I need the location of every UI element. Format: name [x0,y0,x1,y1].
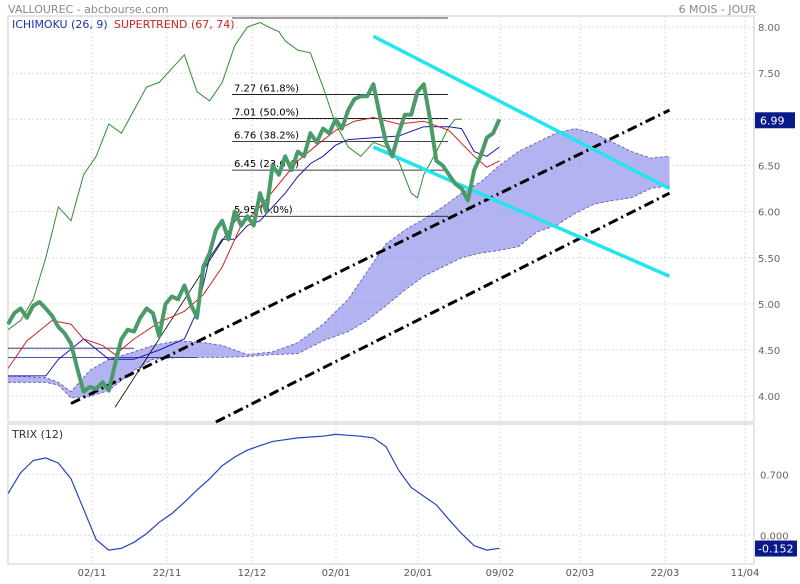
x-tick-label: 02/01 [322,568,351,579]
price-y-tick-label: 6.00 [758,208,780,219]
supertrend-line [7,116,500,369]
support-trendline [70,108,671,405]
price-plot-area: 7.27 (61.8%) 7.01 (50.0%) 6.76 (38.2%) 6.45… [6,17,671,424]
price-y-tick-label: 4.00 [758,392,780,403]
channel-line [372,145,671,278]
trix-grid [8,424,754,564]
ichimoku-cloud [8,128,670,399]
trix-panel [7,423,755,565]
chikou-span-line [7,21,462,331]
x-tick-label: 02/11 [78,568,107,579]
last-price-label: 6.99 [760,114,785,127]
trix-last-badge [755,540,797,557]
fibonacci-anchor-line [114,211,242,408]
support-trendline [215,191,671,424]
channel-line [372,34,671,191]
header-title: VALLOUREC - abcbourse.com [8,3,169,16]
x-tick-label: 09/02 [486,568,515,579]
price-y-tick-label: 8.00 [758,23,780,34]
x-tick-label: 20/01 [404,568,433,579]
price-y-tick-label: 6.50 [758,161,780,172]
price-line [6,82,502,394]
trix-plot-area [7,433,500,551]
fibonacci-level-label: 7.01 (50.0%) [234,107,299,118]
x-tick-label: 12/12 [238,568,267,579]
legend-ichimoku: ICHIMOKU (26, 9) [12,18,108,31]
fibonacci-level-label: 7.27 (61.8%) [234,83,299,94]
header-period: 6 MOIS - JOUR [679,3,757,16]
x-tick-label: 11/04 [731,568,760,579]
fibonacci-level-label: 6.45 (23.6%) [234,159,299,170]
x-tick-label: 02/03 [566,568,595,579]
price-y-tick-label: 5.00 [758,300,780,311]
trix-y-tick-label: 0.700 [760,470,789,481]
last-price-badge [755,112,795,129]
price-y-tick-label: 7.50 [758,69,780,80]
x-axis: 02/11 22/11 12/12 02/01 20/01 09/02 02/03 22/03… [78,568,760,579]
tenkan-line [8,126,500,377]
price-y-axis: 8.007.507.006.506.005.505.004.504.006.99 [755,23,795,403]
trix-y-axis: 0.700 0.000-0.152 [755,470,797,557]
fibonacci-level-label: 6.76 (38.2%) [234,130,299,141]
fibonacci-level-label: 5.95 (0.0%) [234,205,293,216]
trix-y-tick-label: 0.000 [760,531,789,542]
price-y-tick-label: 4.50 [758,346,780,357]
legend-supertrend: SUPERTREND (67, 74) [114,18,235,31]
trix-line [7,433,500,551]
x-tick-label: 22/11 [153,568,182,579]
x-tick-label: 22/03 [651,568,680,579]
price-y-tick-label: 5.50 [758,254,780,265]
trix-title: TRIX (12) [11,428,63,441]
trix-last-label: -0.152 [758,543,793,556]
